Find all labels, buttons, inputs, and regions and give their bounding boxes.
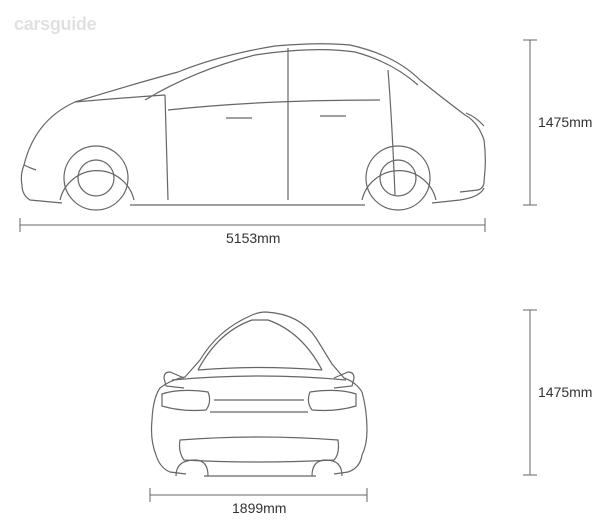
diagram-svg	[0, 0, 592, 532]
side-height-label: 1475mm	[538, 114, 592, 130]
dimension-diagram: 5153mm 1475mm 1899mm 1475mm	[0, 0, 592, 532]
front-width-label: 1899mm	[232, 500, 286, 516]
front-height-dimension	[523, 310, 537, 475]
side-view-car	[21, 44, 485, 210]
side-height-dimension	[523, 40, 537, 205]
side-length-label: 5153mm	[226, 230, 280, 246]
front-view-car	[152, 312, 368, 476]
front-height-label: 1475mm	[538, 384, 592, 400]
